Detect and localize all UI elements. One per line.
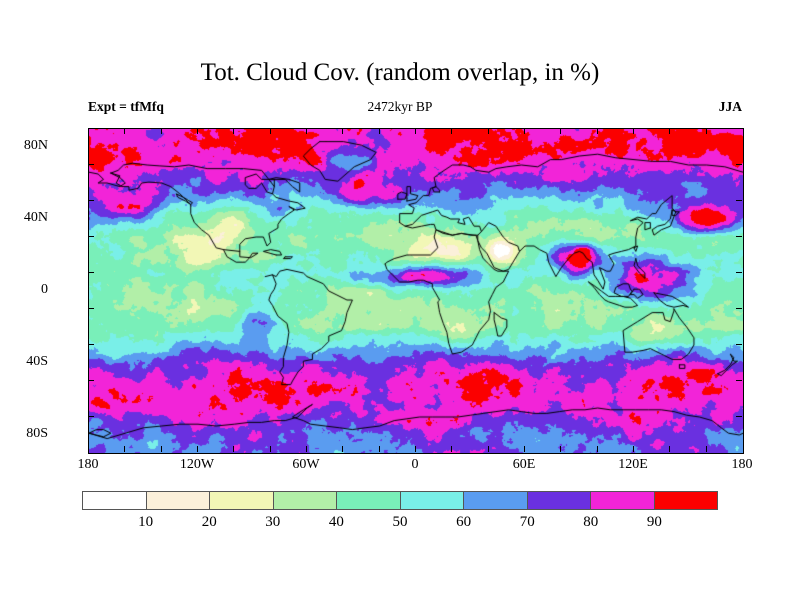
x-tick-mark	[487, 128, 489, 134]
x-tick-label: 60W	[292, 457, 320, 472]
x-tick-mark	[524, 128, 525, 134]
y-tick-label: 80N	[23, 138, 48, 153]
cloud-cover-map	[89, 129, 743, 453]
time-label: 2472kyr BP	[367, 99, 433, 114]
colorbar-swatch-7	[527, 492, 591, 509]
y-tick-mark	[736, 236, 742, 237]
y-tick-mark	[88, 416, 94, 417]
colorbar-swatch-2	[210, 492, 274, 509]
y-tick-label: 40N	[23, 210, 48, 225]
x-tick-mark	[269, 128, 271, 134]
x-tick-mark	[451, 446, 453, 452]
y-tick-mark	[88, 164, 94, 165]
x-tick-mark	[124, 128, 126, 134]
x-tick-mark	[197, 446, 198, 452]
x-tick-label: 120W	[179, 457, 215, 472]
x-tick-mark	[705, 446, 707, 452]
x-tick-label: 180	[77, 457, 99, 472]
y-tick-mark	[88, 380, 94, 381]
page-title: Tot. Cloud Cov. (random overlap, in %)	[200, 59, 600, 86]
x-tick-mark	[560, 128, 562, 134]
colorbar-swatch-5	[400, 492, 464, 509]
x-tick-label: 120E	[618, 457, 648, 472]
x-tick-mark	[233, 128, 235, 134]
x-tick-mark	[342, 128, 344, 134]
y-tick-label: 0	[41, 282, 48, 297]
colorbar-tick-label: 60	[456, 514, 472, 530]
x-tick-mark	[633, 128, 634, 134]
y-tick-mark	[736, 380, 742, 381]
y-tick-mark	[736, 272, 742, 273]
y-tick-mark	[88, 236, 94, 237]
colorbar-swatch-8	[591, 492, 655, 509]
colorbar-tick-label: 40	[328, 514, 344, 530]
x-tick-mark	[160, 128, 162, 134]
x-tick-mark	[596, 446, 598, 452]
x-tick-mark	[306, 128, 307, 134]
experiment-label: Expt = tfMfq	[88, 99, 164, 114]
colorbar-tick-label: 30	[265, 514, 281, 530]
colorbar	[82, 491, 718, 510]
x-tick-mark	[415, 128, 416, 134]
colorbar-swatch-3	[273, 492, 337, 509]
x-tick-mark	[560, 446, 562, 452]
colorbar-tick-label: 70	[519, 514, 535, 530]
colorbar-tick-label: 20	[201, 514, 217, 530]
y-tick-mark	[736, 200, 742, 201]
x-tick-mark	[669, 128, 671, 134]
y-tick-mark	[88, 344, 94, 345]
x-tick-mark	[487, 446, 489, 452]
colorbar-tick-label: 80	[583, 514, 599, 530]
y-tick-mark	[736, 308, 742, 309]
x-tick-mark	[524, 446, 525, 452]
y-tick-mark	[736, 164, 742, 165]
x-tick-mark	[378, 128, 380, 134]
colorbar-swatch-4	[337, 492, 401, 509]
x-tick-mark	[342, 446, 344, 452]
season-label: JJA	[718, 99, 742, 114]
x-tick-mark	[233, 446, 235, 452]
colorbar-swatch-0	[83, 492, 147, 509]
x-tick-mark	[633, 446, 634, 452]
x-tick-mark	[306, 446, 307, 452]
x-tick-mark	[378, 446, 380, 452]
x-tick-label: 60E	[512, 457, 536, 472]
x-tick-label: 180	[731, 457, 753, 472]
x-tick-mark	[269, 446, 271, 452]
x-tick-mark	[596, 128, 598, 134]
x-tick-mark	[197, 128, 198, 134]
x-tick-mark	[124, 446, 126, 452]
colorbar-swatch-9	[654, 492, 717, 509]
colorbar-tick-label: 10	[138, 514, 154, 530]
colorbar-swatch-1	[146, 492, 210, 509]
y-tick-mark	[88, 272, 94, 273]
x-tick-mark	[451, 128, 453, 134]
colorbar-swatch-6	[464, 492, 528, 509]
colorbar-tick-label: 90	[646, 514, 662, 530]
colorbar-tick-label: 50	[392, 514, 408, 530]
y-tick-label: 40S	[26, 354, 48, 369]
y-tick-label: 80S	[26, 426, 48, 441]
x-tick-mark	[705, 128, 707, 134]
y-tick-mark	[88, 308, 94, 309]
y-tick-mark	[88, 200, 94, 201]
x-tick-mark	[160, 446, 162, 452]
y-tick-mark	[736, 416, 742, 417]
x-tick-mark	[669, 446, 671, 452]
y-tick-mark	[736, 344, 742, 345]
x-tick-mark	[415, 446, 416, 452]
x-tick-label: 0	[411, 457, 419, 472]
map-plot-area	[88, 128, 744, 454]
